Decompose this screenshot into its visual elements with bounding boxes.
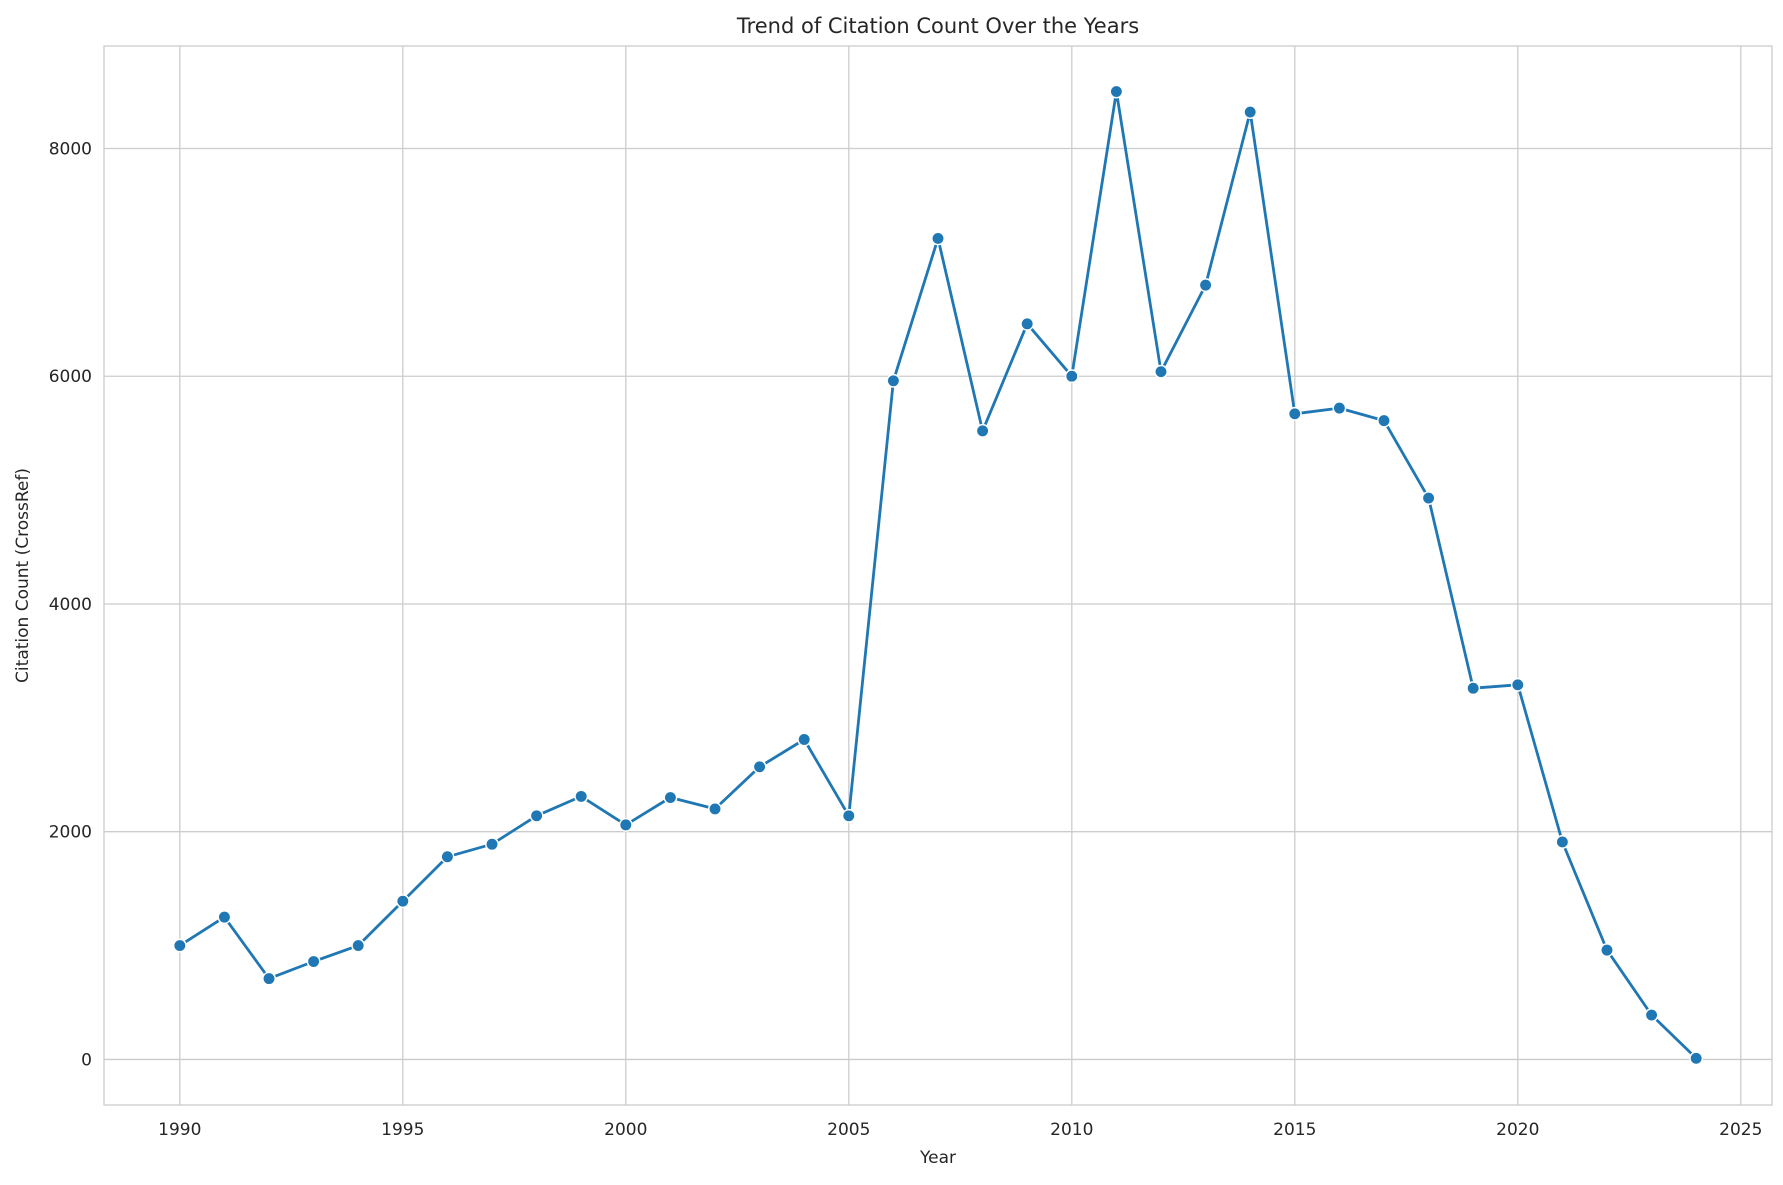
x-tick-label: 2010 — [1050, 1120, 1093, 1140]
data-point — [306, 954, 321, 969]
data-point — [841, 808, 856, 823]
data-point — [1555, 835, 1570, 849]
x-tick-label: 2020 — [1496, 1120, 1539, 1140]
data-point — [395, 894, 410, 909]
data-point — [440, 849, 455, 864]
y-tick-label: 2000 — [49, 823, 92, 843]
data-point — [1689, 1051, 1704, 1066]
y-tick-label: 8000 — [49, 139, 92, 159]
data-point — [797, 732, 812, 747]
data-point — [752, 759, 767, 774]
y-axis-title: Citation Count (CrossRef) — [13, 468, 33, 683]
chart-title: Trend of Citation Count Over the Years — [736, 14, 1139, 38]
x-tick-label: 1995 — [381, 1120, 424, 1140]
data-point — [1600, 943, 1614, 958]
grid-layer — [104, 46, 1772, 1105]
data-point — [708, 801, 722, 816]
data-point — [1243, 105, 1258, 119]
data-point — [1020, 316, 1035, 331]
series-layer — [172, 84, 1704, 1066]
x-tick-label: 2025 — [1719, 1120, 1762, 1140]
data-point — [663, 790, 678, 805]
data-point — [262, 971, 276, 986]
data-point — [217, 910, 232, 925]
x-tick-label: 2000 — [604, 1120, 647, 1140]
data-point — [1332, 401, 1347, 416]
y-tick-label: 0 — [81, 1050, 92, 1070]
data-point — [574, 789, 589, 804]
data-point — [1287, 406, 1302, 421]
data-point — [172, 938, 187, 953]
data-point — [1421, 491, 1436, 506]
x-tick-label: 2015 — [1273, 1120, 1316, 1140]
data-point — [1644, 1008, 1659, 1022]
tick-layer: 1990 1995 2000 2005 2010 2015 2020 2025 0 2000 400… — [49, 139, 1763, 1140]
plot-frame — [103, 45, 1773, 1106]
data-point — [1466, 681, 1481, 696]
x-tick-label: 2005 — [827, 1120, 870, 1140]
data-point — [485, 837, 499, 852]
y-tick-label: 6000 — [49, 367, 92, 387]
data-point — [1377, 413, 1391, 428]
data-point — [351, 938, 366, 953]
data-point — [1198, 278, 1213, 293]
data-point — [886, 373, 901, 388]
data-point — [931, 231, 945, 246]
y-tick-label: 4000 — [49, 595, 92, 615]
data-point — [1064, 369, 1079, 384]
data-point — [618, 817, 633, 832]
data-point — [1510, 677, 1525, 692]
data-point — [1154, 364, 1168, 379]
data-point — [975, 423, 990, 438]
data-point — [529, 808, 544, 823]
x-axis-title: Year — [919, 1148, 956, 1168]
data-point — [1109, 84, 1124, 99]
x-tick-label: 1990 — [158, 1120, 201, 1140]
